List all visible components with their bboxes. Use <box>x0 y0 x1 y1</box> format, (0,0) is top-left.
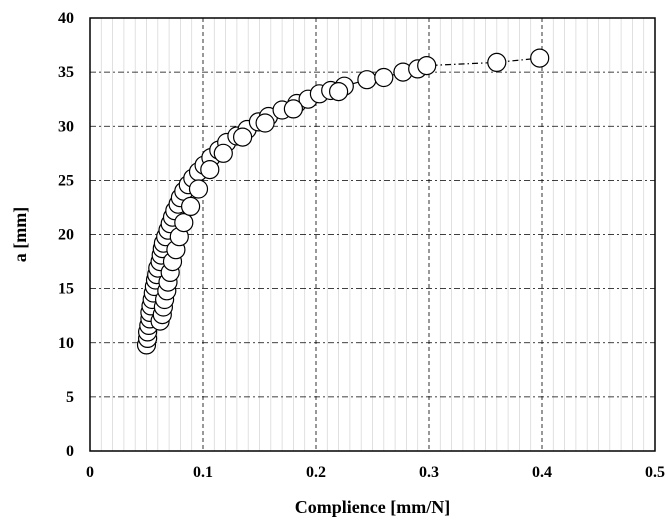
x-tick-label: 0 <box>86 464 94 481</box>
x-tick-label: 0.1 <box>193 464 213 481</box>
data-point <box>174 213 194 233</box>
data-point <box>200 160 220 180</box>
y-tick-label: 10 <box>58 335 74 352</box>
x-tick-label: 0.4 <box>532 464 552 481</box>
data-point <box>487 52 507 73</box>
series-layer <box>136 48 550 355</box>
data-point <box>283 99 303 119</box>
data-point <box>329 81 349 102</box>
y-axis-title: a [mm] <box>10 207 30 262</box>
data-point <box>374 67 394 88</box>
y-tick-label: 35 <box>58 64 74 81</box>
x-tick-label: 0.3 <box>419 464 439 481</box>
y-tick-label: 30 <box>58 118 74 135</box>
x-tick-label: 0.2 <box>306 464 326 481</box>
data-point <box>188 179 209 199</box>
data-point <box>233 127 253 147</box>
y-tick-label: 5 <box>66 389 74 406</box>
series-line <box>145 57 540 346</box>
y-tick-label: 20 <box>58 227 74 244</box>
y-tick-label: 40 <box>58 10 74 27</box>
plot-area-frame <box>89 17 656 452</box>
x-tick-label: 0.5 <box>645 464 665 481</box>
data-point <box>530 48 550 68</box>
x-axis-title: Complience [mm/N] <box>295 497 450 517</box>
y-tick-label: 15 <box>58 281 74 298</box>
y-tick-label: 25 <box>58 172 74 189</box>
data-point <box>255 113 275 133</box>
data-point <box>213 143 233 163</box>
y-tick-label: 0 <box>66 443 74 460</box>
data-point <box>357 70 377 90</box>
tick-labels: 0 0.1 0.2 0.3 0.4 0.5 0 5 10 15 20 25 30 35 40 <box>58 10 665 481</box>
data-point <box>181 196 201 216</box>
data-point <box>417 55 437 76</box>
